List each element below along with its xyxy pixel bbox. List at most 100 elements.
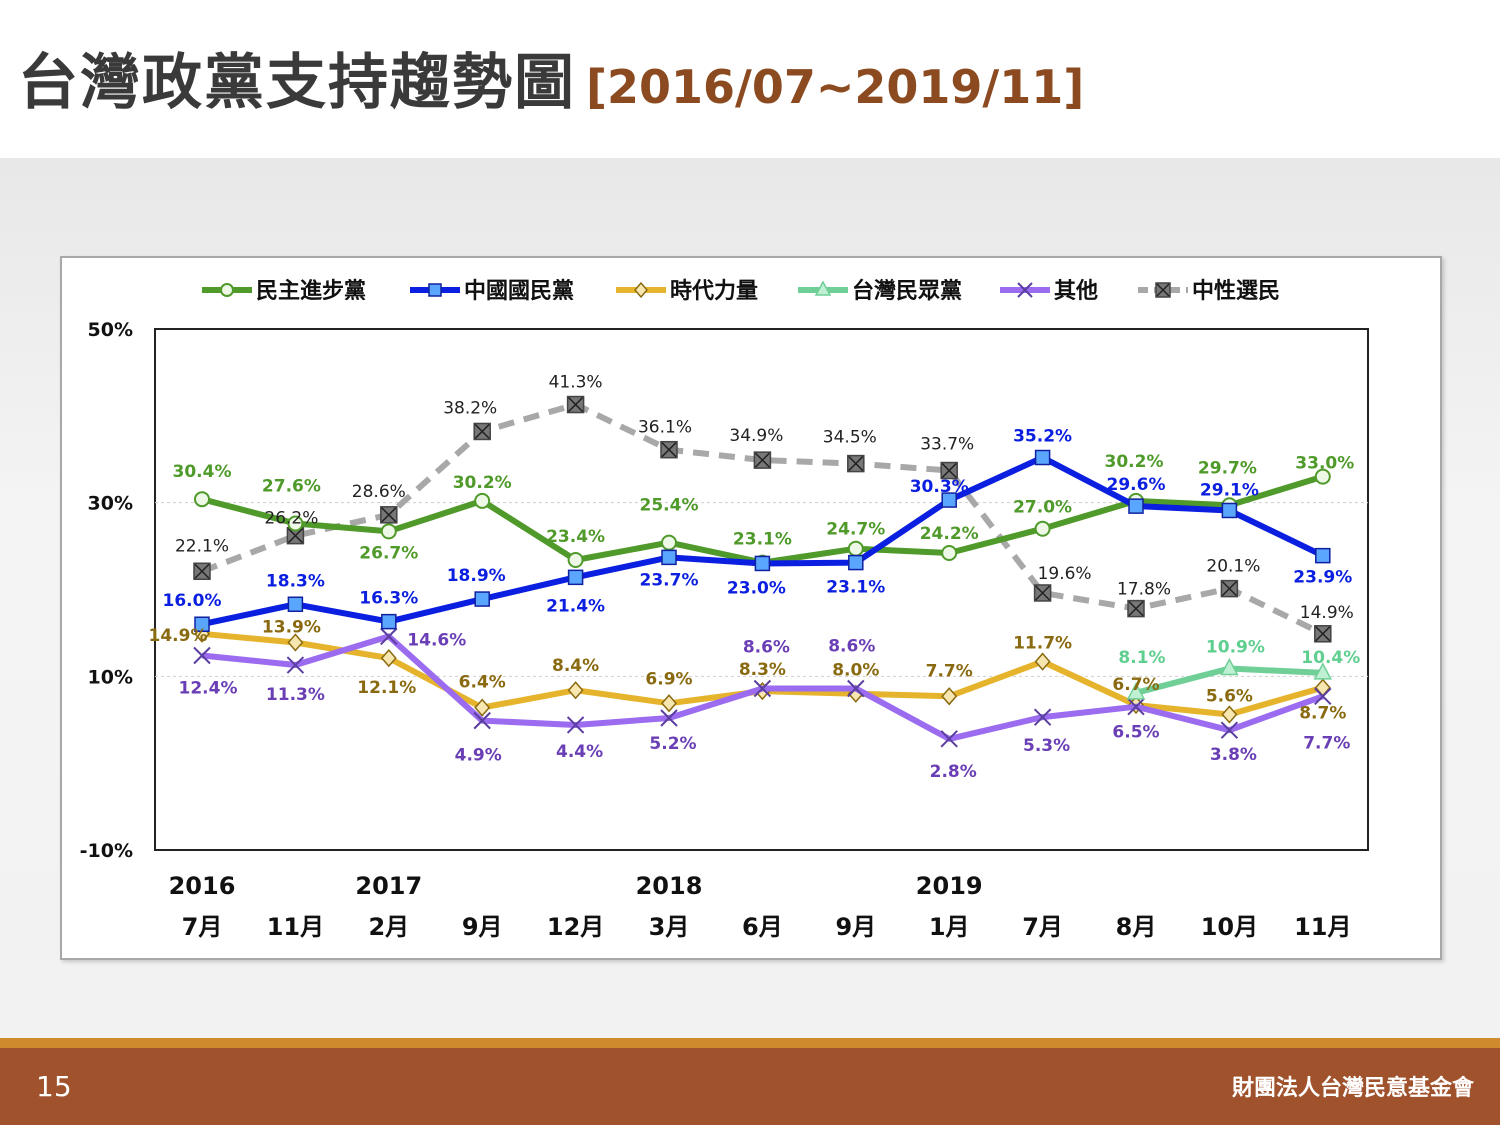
data-label: 3.8% [1210, 745, 1257, 765]
x-tick-label: 3月 [649, 913, 690, 941]
x-tick-label: 9月 [835, 913, 876, 941]
legend-marker-x [1156, 283, 1170, 297]
data-label: 29.7% [1198, 458, 1257, 478]
data-label: 8.1% [1118, 648, 1165, 668]
legend-marker [1017, 282, 1033, 298]
data-label: 8.4% [552, 656, 599, 676]
series-5-point-x [1035, 585, 1051, 601]
data-label: 7.7% [1303, 733, 1350, 753]
series-1-point [941, 492, 957, 508]
legend-label: 民主進步黨 [256, 278, 366, 304]
data-label: 16.0% [163, 591, 222, 611]
data-label: 35.2% [1013, 427, 1072, 447]
footer-bar: 15 財團法人台灣民意基金會 [0, 1048, 1500, 1125]
series-5-point-x [194, 563, 210, 579]
y-tick-label: -10% [80, 840, 133, 862]
data-label: 23.9% [1293, 568, 1352, 588]
data-label: 34.9% [729, 426, 783, 446]
organization-name: 財團法人台灣民意基金會 [1231, 1076, 1474, 1101]
series-5-point-x [474, 423, 490, 439]
x-tick-label: 6月 [742, 913, 783, 941]
title-date-range: [2016/07~2019/11] [586, 60, 1085, 114]
legend-marker [814, 280, 832, 296]
series-1-point [1315, 547, 1331, 564]
data-label: 5.3% [1023, 736, 1070, 756]
series-5-point-x [941, 463, 957, 479]
series-4-point [286, 656, 305, 674]
data-label: 12.1% [357, 678, 416, 698]
series-5-point-x [661, 442, 677, 458]
series-1-point [381, 613, 397, 630]
data-label: 24.2% [920, 524, 979, 544]
series-4-point [1127, 698, 1145, 716]
x-tick-label: 7月 [1022, 913, 1063, 941]
data-label: 23.4% [546, 527, 605, 547]
data-label: 30.3% [910, 477, 969, 497]
x-tick-label: 1月 [929, 913, 970, 941]
series-0-point [847, 540, 864, 557]
series-0-point [380, 523, 397, 540]
data-label: 6.7% [1112, 675, 1159, 695]
series-5-point-x [754, 452, 770, 468]
series-1-point [1034, 449, 1051, 466]
series-1-point [474, 591, 490, 607]
data-label: 34.5% [823, 428, 877, 448]
series-0-point [194, 491, 210, 508]
data-label: 27.6% [262, 477, 321, 497]
data-label: 38.2% [443, 398, 497, 418]
series-3-point [1126, 682, 1146, 700]
series-4-point [380, 627, 398, 646]
data-label: 23.1% [826, 578, 885, 598]
data-label: 5.6% [1206, 687, 1253, 707]
series-0-point [1314, 468, 1331, 485]
series-4-point [847, 679, 865, 698]
data-label: 26.2% [264, 509, 318, 529]
y-tick-label: 50% [88, 319, 133, 341]
data-label: 25.4% [640, 496, 699, 516]
series-1-point [287, 596, 304, 613]
data-label: 8.3% [739, 660, 786, 680]
series-2-point [474, 698, 491, 717]
data-label: 7.7% [926, 661, 973, 681]
data-label: 14.9% [1300, 603, 1354, 623]
data-label: 18.9% [447, 566, 506, 586]
series-1-point [848, 554, 864, 571]
series-1-point [1128, 498, 1144, 514]
x-tick-label: 10月 [1201, 913, 1258, 941]
series-1-point [194, 616, 210, 632]
series-1-point [661, 549, 677, 566]
year-label: 2017 [355, 872, 422, 900]
x-tick-label: 12月 [547, 913, 604, 941]
x-tick-label: 2月 [368, 913, 409, 941]
data-label: 13.9% [262, 617, 321, 637]
series-2-point [1221, 705, 1238, 724]
data-label: 23.7% [640, 570, 699, 590]
series-0-point [661, 534, 677, 551]
data-label: 12.4% [179, 678, 238, 698]
x-tick-label: 9月 [462, 913, 503, 941]
series-3-point [1313, 662, 1333, 680]
year-label: 2019 [916, 872, 983, 900]
x-tick-label: 11月 [1294, 913, 1351, 941]
series-2-point [661, 694, 677, 713]
data-label: 6.5% [1112, 723, 1159, 743]
data-label: 22.1% [175, 536, 229, 556]
data-label: 10.9% [1206, 638, 1265, 658]
series-5-point-x [1221, 581, 1237, 597]
series-5-point-x [287, 528, 303, 544]
data-label: 6.4% [459, 673, 506, 693]
series-1-point [567, 569, 584, 586]
data-label: 11.7% [1013, 634, 1072, 654]
series-2-point [567, 681, 584, 700]
data-label: 8.7% [1299, 704, 1346, 724]
data-label: 8.6% [828, 636, 875, 656]
data-label: 29.1% [1200, 480, 1259, 500]
title-text: 台灣政黨支持趨勢圖 [18, 48, 576, 118]
data-label: 11.3% [266, 685, 325, 705]
series-2-point [287, 633, 304, 652]
series-0-point [941, 545, 958, 562]
series-5-point-x [848, 456, 864, 472]
data-label: 24.7% [826, 520, 885, 540]
series-4-point [1033, 708, 1052, 726]
data-label: 20.1% [1206, 557, 1260, 577]
